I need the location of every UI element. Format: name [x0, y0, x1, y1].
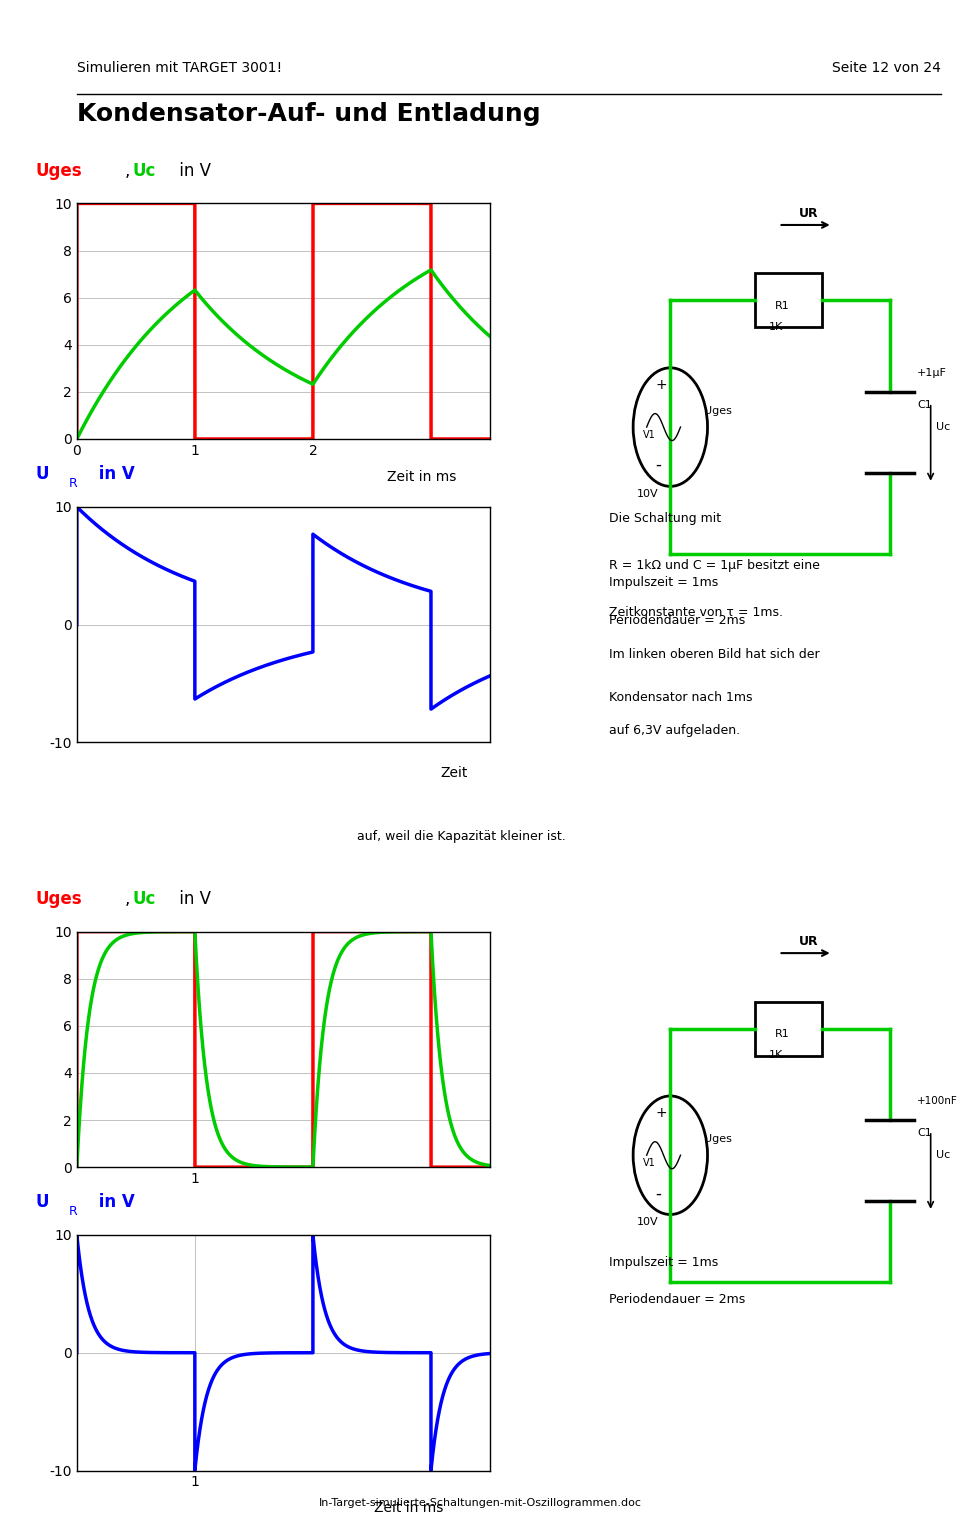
- Text: auf, weil die Kapazität kleiner ist.: auf, weil die Kapazität kleiner ist.: [353, 831, 566, 843]
- Text: in V: in V: [93, 465, 135, 484]
- Text: Kondensator nach 1ms: Kondensator nach 1ms: [610, 691, 753, 703]
- Text: +: +: [655, 379, 667, 393]
- Text: U: U: [36, 465, 49, 484]
- Text: 1K: 1K: [768, 321, 782, 332]
- Text: Impulszeit = 1ms: Impulszeit = 1ms: [610, 1255, 719, 1269]
- Text: Simulieren mit TARGET 3001!: Simulieren mit TARGET 3001!: [77, 61, 282, 74]
- Text: in V: in V: [174, 890, 211, 908]
- Text: Zeit: Zeit: [441, 766, 468, 779]
- Text: R1: R1: [775, 1029, 790, 1038]
- Text: Die Schaltung mit: Die Schaltung mit: [610, 511, 722, 525]
- Text: Uges: Uges: [36, 890, 83, 908]
- Text: +: +: [655, 1107, 667, 1120]
- Text: C1: C1: [917, 1128, 932, 1139]
- Text: Uges: Uges: [704, 1134, 732, 1143]
- Text: Im linken oberen Bild hat sich der: Im linken oberen Bild hat sich der: [610, 649, 820, 661]
- Text: in V: in V: [93, 1193, 135, 1211]
- Text: Kondensator-Auf- und Entladung: Kondensator-Auf- und Entladung: [77, 102, 540, 126]
- Bar: [755, 273, 823, 327]
- Text: R: R: [68, 478, 78, 490]
- Text: Zeit in ms: Zeit in ms: [387, 470, 456, 484]
- Text: in V: in V: [174, 162, 211, 180]
- Text: In-Target-simulierte-Schaltungen-mit-Oszillogrammen.doc: In-Target-simulierte-Schaltungen-mit-Osz…: [319, 1498, 641, 1508]
- Text: Impulszeit = 1ms: Impulszeit = 1ms: [610, 576, 719, 590]
- Text: Periodendauer = 2ms: Periodendauer = 2ms: [610, 614, 746, 626]
- Text: 1K: 1K: [768, 1051, 782, 1060]
- Text: Uc: Uc: [132, 890, 156, 908]
- Text: R = 1kΩ und C = 1µF besitzt eine: R = 1kΩ und C = 1µF besitzt eine: [610, 558, 821, 572]
- Text: 10V: 10V: [636, 1217, 659, 1228]
- Text: UR: UR: [799, 935, 819, 948]
- Text: -: -: [655, 1184, 661, 1202]
- Text: V1: V1: [643, 431, 656, 440]
- Text: Uges: Uges: [36, 162, 83, 180]
- Text: auf 6,3V aufgeladen.: auf 6,3V aufgeladen.: [610, 723, 740, 737]
- Text: Uges: Uges: [704, 406, 732, 415]
- Text: Uc: Uc: [132, 162, 156, 180]
- Text: U: U: [36, 1193, 49, 1211]
- Text: ,: ,: [125, 162, 130, 180]
- Text: ,: ,: [125, 890, 130, 908]
- Text: R: R: [68, 1205, 78, 1219]
- Text: Zeitkonstante von τ = 1ms.: Zeitkonstante von τ = 1ms.: [610, 606, 783, 619]
- Text: Seite 12 von 24: Seite 12 von 24: [832, 61, 941, 74]
- Text: Uc: Uc: [936, 421, 950, 432]
- Text: +100nF: +100nF: [917, 1096, 958, 1107]
- Text: UR: UR: [799, 206, 819, 220]
- Text: Periodendauer = 2ms: Periodendauer = 2ms: [610, 1293, 746, 1307]
- Text: Uc: Uc: [936, 1151, 950, 1160]
- Bar: [755, 1002, 823, 1055]
- Text: Zeit in ms: Zeit in ms: [374, 1501, 444, 1514]
- Text: R1: R1: [775, 300, 790, 311]
- Text: 10V: 10V: [636, 490, 659, 499]
- Text: +1µF: +1µF: [917, 368, 947, 377]
- Text: -: -: [655, 456, 661, 475]
- Text: V1: V1: [643, 1158, 656, 1167]
- Text: C1: C1: [917, 400, 932, 411]
